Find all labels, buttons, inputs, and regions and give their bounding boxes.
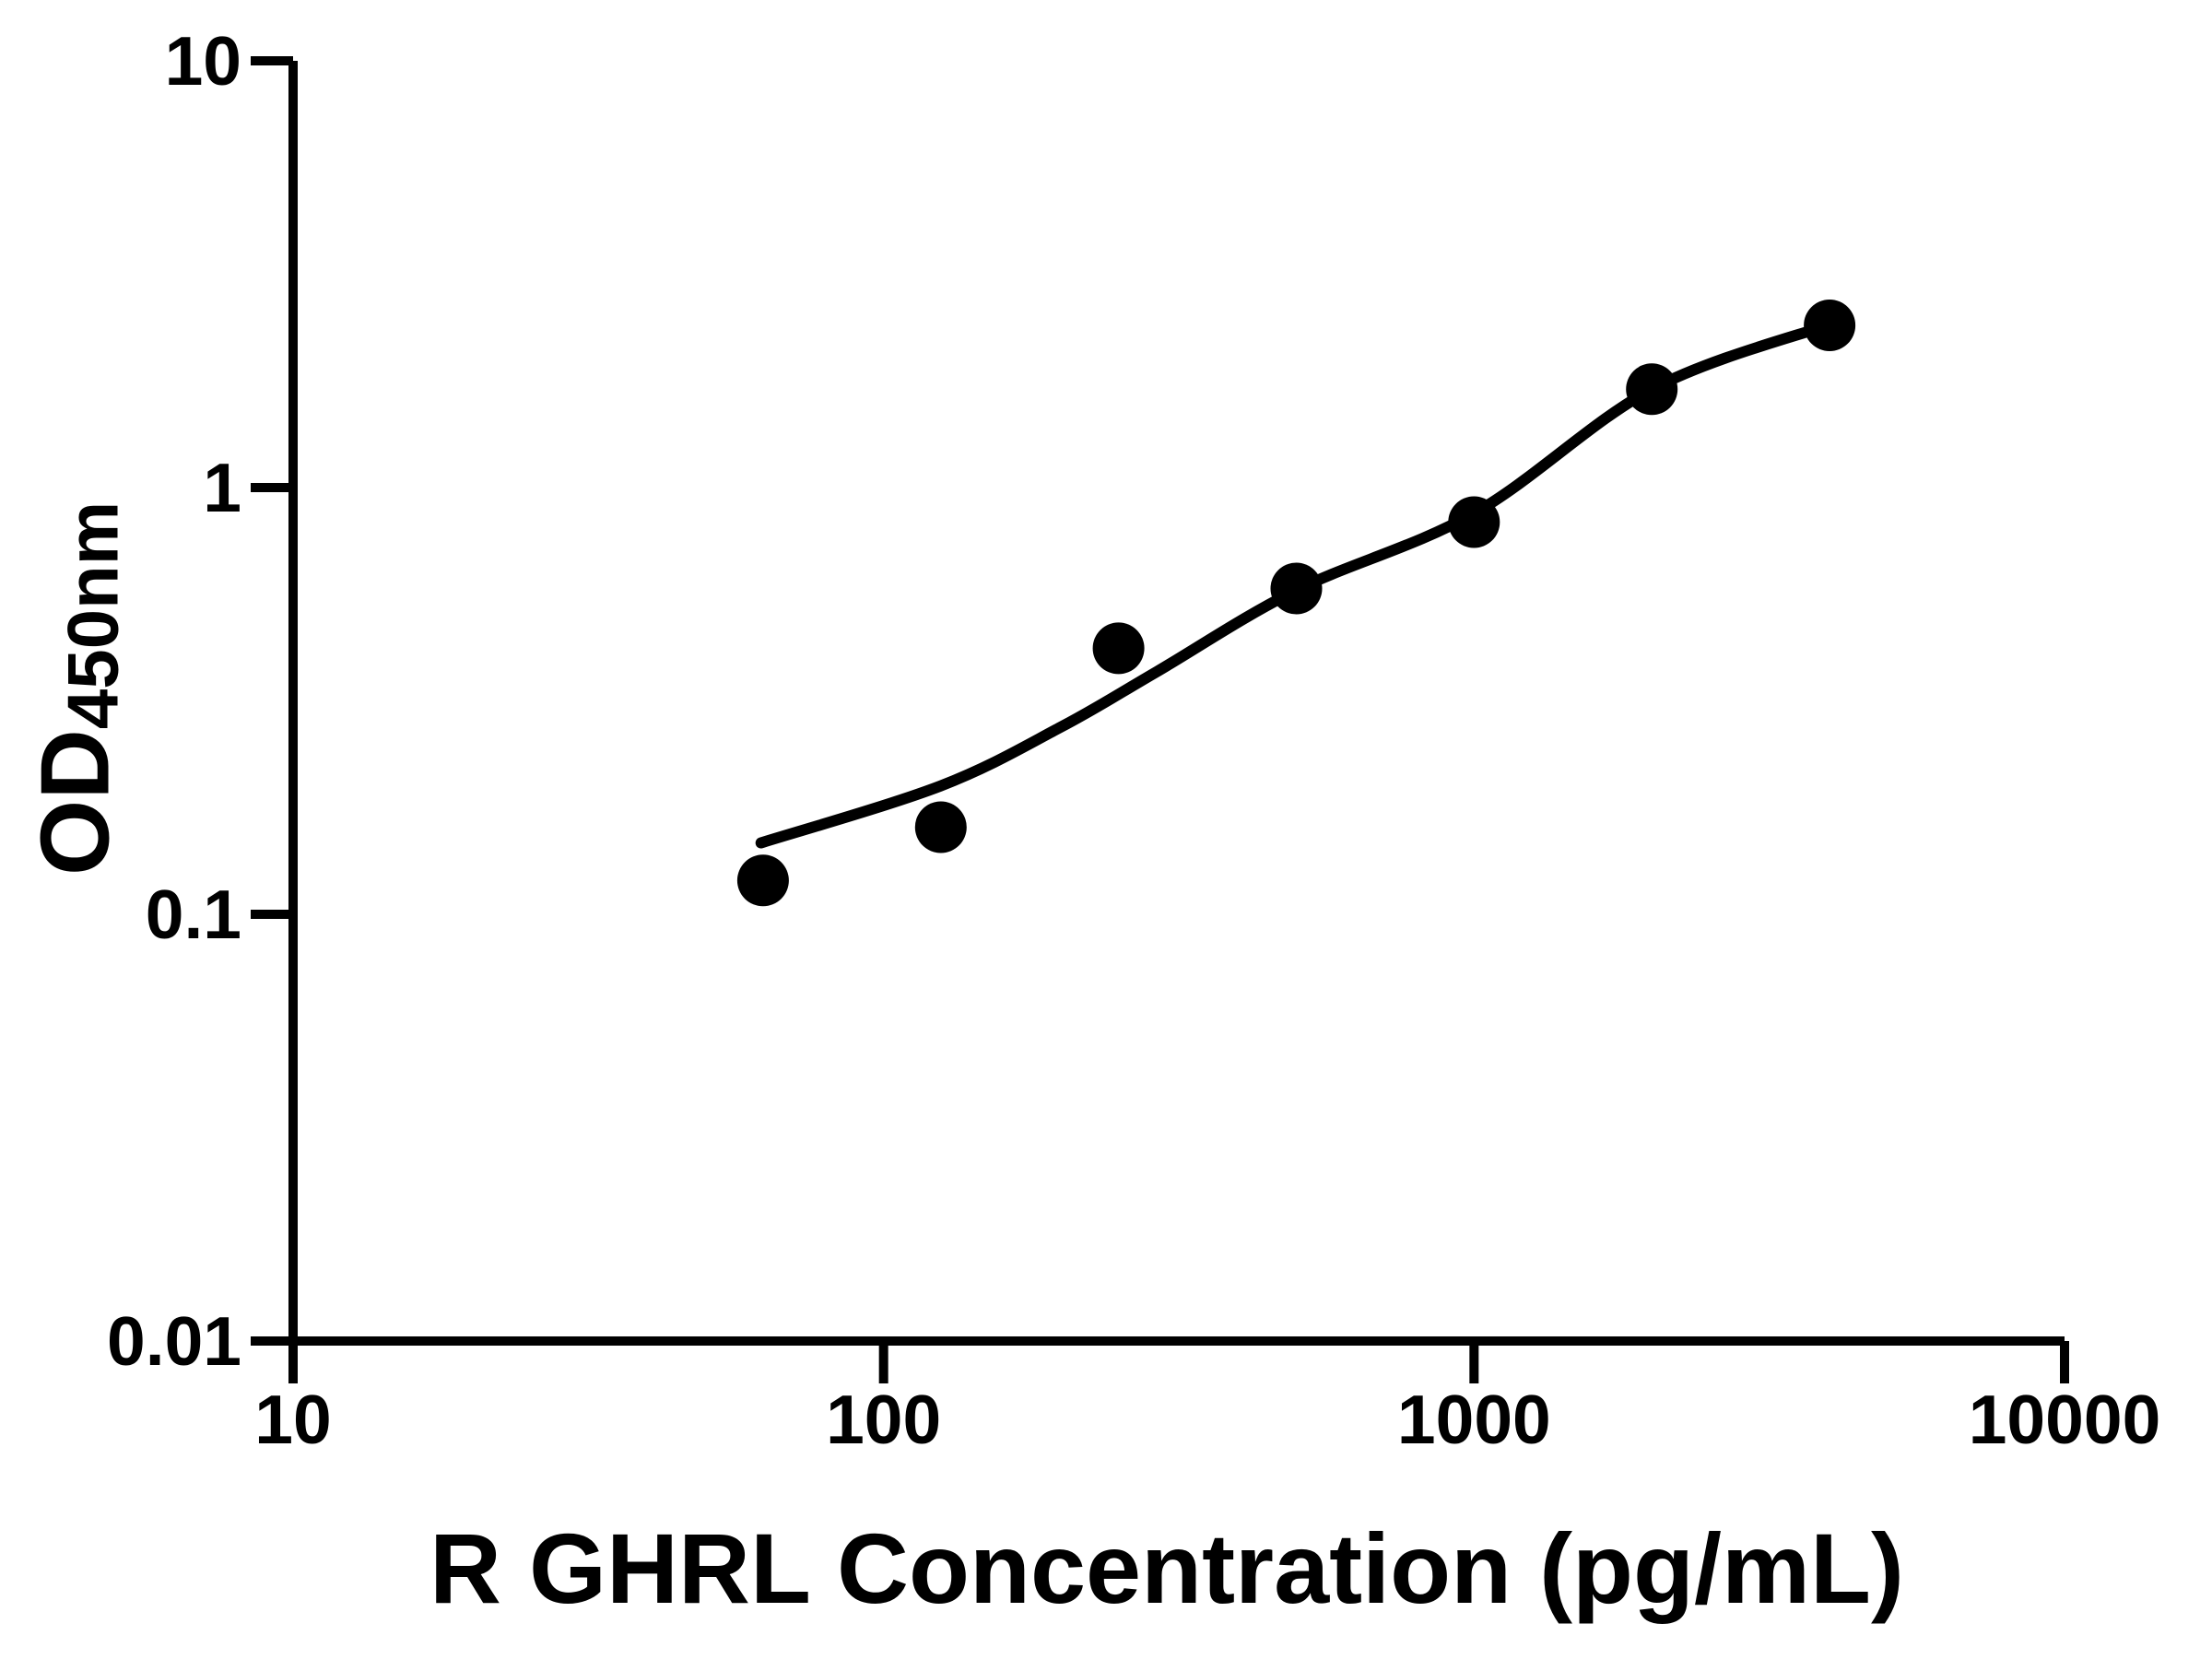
data-point (736, 854, 789, 907)
y-tick-label: 0.01 (107, 1302, 241, 1380)
x-axis-title: R GHRL Concentration (pg/mL) (429, 1512, 1904, 1624)
y-axis-title: OD450nm (21, 501, 134, 876)
y-axis-title-main: OD (20, 729, 130, 877)
x-tick-label: 100 (826, 1381, 941, 1458)
data-point (1626, 363, 1678, 416)
data-point (1804, 300, 1856, 351)
data-point (914, 801, 967, 853)
y-tick-label: 10 (165, 22, 241, 100)
y-axis-title-subscript: 450nm (52, 500, 134, 730)
x-tick-label: 10 (254, 1381, 331, 1458)
data-point (1448, 496, 1500, 548)
x-tick-label: 10000 (1969, 1381, 2161, 1458)
y-tick-label: 1 (203, 449, 241, 526)
data-point (1092, 622, 1145, 675)
x-tick-label: 1000 (1397, 1381, 1551, 1458)
data-point (1270, 562, 1323, 615)
y-tick-label: 0.1 (146, 876, 241, 953)
